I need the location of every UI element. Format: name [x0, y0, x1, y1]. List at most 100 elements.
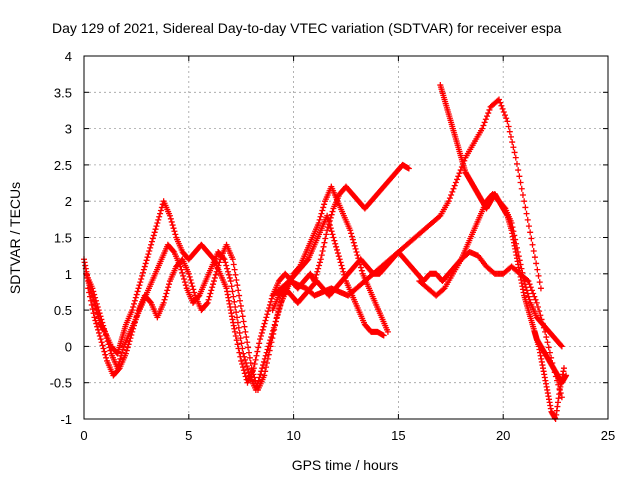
data-point [479, 125, 486, 132]
data-point [156, 213, 163, 220]
data-point [102, 351, 109, 358]
data-point [321, 239, 328, 246]
data-point [249, 368, 256, 375]
data-point [224, 265, 231, 272]
data-point [333, 243, 340, 250]
data-point [155, 216, 162, 223]
data-point [498, 102, 505, 109]
data-point [531, 254, 538, 261]
data-point [141, 263, 148, 270]
data-point [334, 250, 341, 257]
data-point [542, 328, 549, 335]
chart-title: Day 129 of 2021, Sidereal Day-to-day VTE… [52, 20, 562, 36]
data-point [92, 317, 99, 324]
data-point [99, 342, 106, 349]
x-tick-label: 10 [286, 428, 300, 443]
data-point [179, 269, 186, 276]
data-point [103, 354, 110, 361]
data-point [85, 285, 92, 292]
data-point [95, 329, 102, 336]
data-point [319, 207, 326, 214]
data-point [267, 343, 274, 350]
data-point [234, 314, 241, 321]
data-point [330, 234, 337, 241]
data-point [181, 279, 188, 286]
data-point [232, 303, 239, 310]
data-point [187, 277, 194, 284]
data-point [268, 339, 275, 346]
data-point [237, 335, 244, 342]
series-3 [85, 212, 387, 393]
data-point [237, 297, 244, 304]
data-point [334, 246, 341, 253]
data-point [319, 247, 326, 254]
data-point [235, 324, 242, 331]
data-point [440, 286, 447, 293]
data-point [130, 303, 137, 310]
data-point [563, 372, 570, 379]
data-point [263, 314, 270, 321]
plot-frame [83, 55, 609, 420]
data-point [239, 345, 246, 352]
data-point [230, 293, 237, 300]
data-point [178, 266, 185, 273]
data-point [95, 326, 102, 333]
data-point [239, 313, 246, 320]
y-tick-label: 3 [65, 122, 72, 137]
data-point [90, 310, 97, 317]
data-point [244, 366, 251, 373]
data-point [480, 122, 487, 129]
data-point [150, 232, 157, 239]
data-point [131, 300, 138, 307]
data-point [325, 215, 332, 222]
data-point [261, 320, 268, 327]
data-point [276, 305, 283, 312]
data-point [454, 176, 461, 183]
data-point [272, 322, 279, 329]
data-point [143, 257, 150, 264]
data-point [234, 319, 241, 326]
data-point [104, 338, 111, 345]
data-point [188, 280, 195, 287]
data-point [525, 223, 532, 230]
data-point [231, 266, 238, 273]
data-point [204, 299, 211, 306]
data-point [552, 373, 559, 380]
series-5 [269, 96, 544, 299]
data-point [152, 226, 159, 233]
data-point [270, 330, 277, 337]
data-point [257, 336, 264, 343]
data-point [323, 231, 330, 238]
data-point [229, 256, 236, 263]
data-point [497, 99, 504, 106]
data-point [340, 268, 347, 275]
data-point [153, 223, 160, 230]
data-point [316, 216, 323, 223]
data-point [102, 331, 109, 338]
data-point [337, 259, 344, 266]
data-points [81, 82, 570, 422]
y-tick-label: 1 [65, 267, 72, 282]
data-point [97, 313, 104, 320]
x-axis-label: GPS time / hours [292, 457, 399, 473]
data-point [134, 288, 141, 295]
data-point [512, 154, 519, 161]
data-point [228, 283, 235, 290]
data-point [511, 149, 518, 156]
data-point [266, 301, 273, 308]
data-point [236, 292, 243, 299]
data-point [533, 299, 540, 306]
data-point [213, 268, 220, 275]
data-point [240, 318, 247, 325]
data-point [265, 351, 272, 358]
data-point [266, 347, 273, 354]
data-point [481, 119, 488, 126]
data-point [144, 254, 151, 261]
data-point [189, 283, 196, 290]
data-point [244, 339, 251, 346]
x-tick-label: 0 [80, 428, 87, 443]
data-point [338, 262, 345, 269]
x-tick-label: 25 [601, 428, 615, 443]
data-point [233, 277, 240, 284]
data-point [449, 188, 456, 195]
